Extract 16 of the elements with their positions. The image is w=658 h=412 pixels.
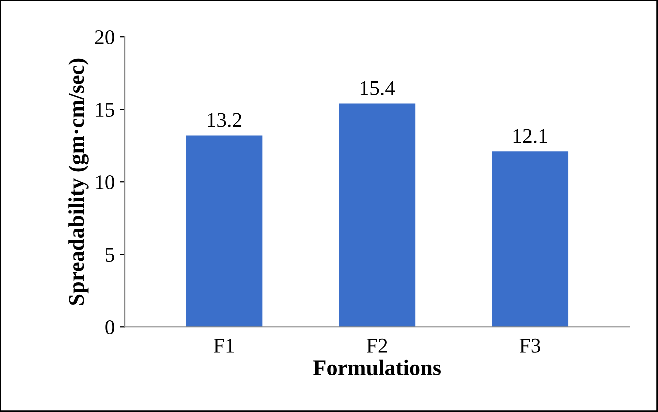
data-label: 12.1 — [514, 129, 548, 144]
x-tick-label: F3 — [520, 338, 540, 353]
bar — [339, 104, 416, 328]
data-label: 13.2 — [208, 113, 242, 128]
y-tick-label: 20 — [95, 30, 115, 45]
data-label: 15.4 — [360, 81, 396, 96]
y-tick-label: 15 — [96, 103, 114, 118]
x-tick-label: F1 — [214, 338, 234, 353]
x-tick-label: F2 — [366, 338, 388, 353]
y-tick-label: 10 — [96, 175, 115, 190]
y-tick-label: 5 — [106, 248, 114, 262]
y-axis-title: Spreadability (gm·cm/sec) — [68, 58, 89, 306]
bar — [186, 136, 263, 328]
bar — [492, 152, 569, 328]
y-tick-label: 0 — [106, 320, 115, 335]
x-axis-title: Formulations — [314, 360, 442, 376]
